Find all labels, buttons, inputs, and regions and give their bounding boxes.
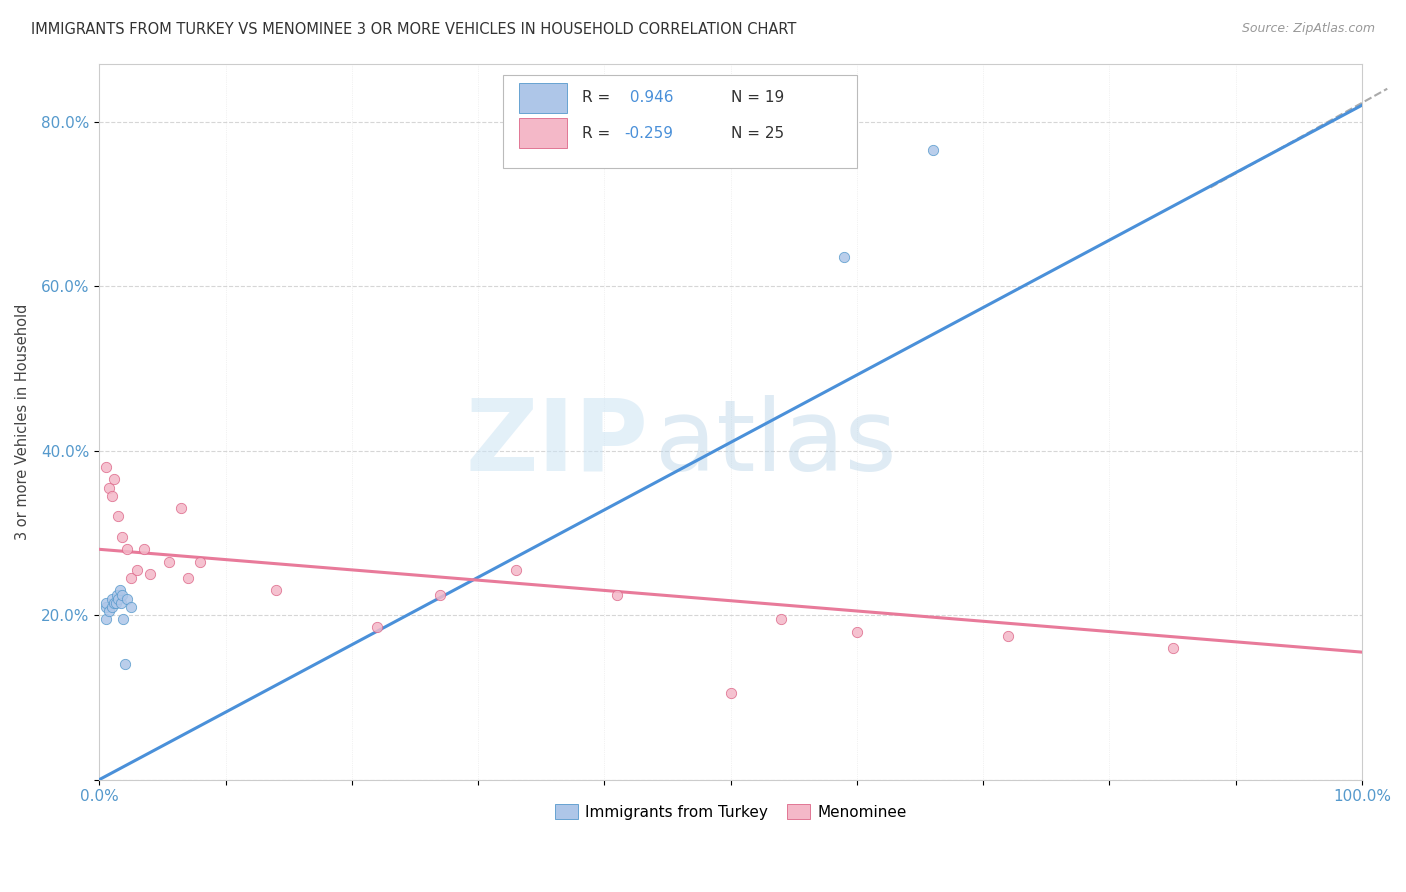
Point <box>188 555 211 569</box>
Point <box>101 591 124 606</box>
Point <box>139 566 162 581</box>
Point <box>101 599 124 614</box>
Point <box>845 624 868 639</box>
Text: N = 25: N = 25 <box>731 126 783 141</box>
Text: 0.946: 0.946 <box>624 90 673 105</box>
Point <box>997 629 1019 643</box>
Y-axis label: 3 or more Vehicles in Household: 3 or more Vehicles in Household <box>15 303 30 540</box>
Point <box>94 612 117 626</box>
FancyBboxPatch shape <box>503 75 856 168</box>
Point <box>120 571 142 585</box>
Point <box>107 509 129 524</box>
Point <box>101 489 124 503</box>
Text: R =: R = <box>582 90 614 105</box>
Legend: Immigrants from Turkey, Menominee: Immigrants from Turkey, Menominee <box>548 797 912 826</box>
Point <box>1161 640 1184 655</box>
Point <box>105 588 128 602</box>
Point <box>770 612 793 626</box>
Text: Source: ZipAtlas.com: Source: ZipAtlas.com <box>1241 22 1375 36</box>
Point <box>170 501 193 516</box>
Text: ZIP: ZIP <box>465 395 648 491</box>
Point <box>177 571 200 585</box>
Text: R =: R = <box>582 126 614 141</box>
Point <box>94 460 117 475</box>
Point <box>132 542 155 557</box>
Point <box>264 583 287 598</box>
Text: -0.259: -0.259 <box>624 126 673 141</box>
Text: atlas: atlas <box>655 395 897 491</box>
Point <box>103 596 125 610</box>
Point <box>114 657 136 672</box>
Point <box>120 599 142 614</box>
Point <box>103 472 125 486</box>
FancyBboxPatch shape <box>519 119 567 148</box>
Text: IMMIGRANTS FROM TURKEY VS MENOMINEE 3 OR MORE VEHICLES IN HOUSEHOLD CORRELATION : IMMIGRANTS FROM TURKEY VS MENOMINEE 3 OR… <box>31 22 796 37</box>
Point <box>111 588 134 602</box>
Point <box>366 620 388 634</box>
Point <box>127 563 149 577</box>
Point <box>98 481 121 495</box>
Point <box>834 250 856 264</box>
Point <box>110 596 132 610</box>
Point <box>94 599 117 614</box>
Point <box>429 588 451 602</box>
Point <box>115 542 138 557</box>
Point <box>921 144 943 158</box>
Point <box>108 583 131 598</box>
Point <box>111 530 134 544</box>
Point <box>98 604 121 618</box>
Point <box>107 591 129 606</box>
Text: N = 19: N = 19 <box>731 90 785 105</box>
Point <box>104 596 127 610</box>
Point <box>115 591 138 606</box>
Point <box>157 555 180 569</box>
Point <box>606 588 628 602</box>
FancyBboxPatch shape <box>519 83 567 112</box>
Point <box>94 596 117 610</box>
Point <box>112 612 135 626</box>
Point <box>505 563 527 577</box>
Point <box>720 686 742 700</box>
